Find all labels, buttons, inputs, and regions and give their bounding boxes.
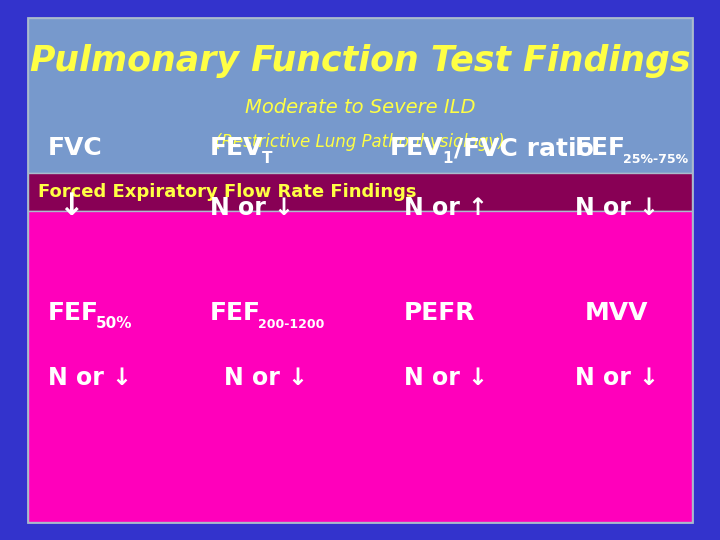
Text: ↓: ↓ [58,192,84,221]
Text: MVV: MVV [585,301,649,325]
Text: FEF: FEF [48,301,99,325]
Text: 200-1200: 200-1200 [258,318,325,331]
Text: FEV: FEV [390,136,444,160]
Text: Moderate to Severe ILD: Moderate to Severe ILD [245,98,475,117]
Text: N or ↓: N or ↓ [575,196,659,220]
Text: (Restrictive Lung Pathophysiology): (Restrictive Lung Pathophysiology) [215,133,505,151]
Text: Pulmonary Function Test Findings: Pulmonary Function Test Findings [30,44,690,78]
Text: 25%-75%: 25%-75% [623,153,688,166]
Text: Forced Expiratory Flow Rate Findings: Forced Expiratory Flow Rate Findings [38,183,416,201]
Text: N or ↓: N or ↓ [575,366,659,390]
Text: PEFR: PEFR [404,301,475,325]
Text: N or ↓: N or ↓ [404,366,488,390]
FancyBboxPatch shape [28,173,692,211]
Text: N or ↓: N or ↓ [224,366,308,390]
Text: T: T [262,151,272,166]
FancyBboxPatch shape [28,18,692,522]
Text: FEV: FEV [210,136,264,160]
Text: N or ↑: N or ↑ [404,196,488,220]
Text: FEF: FEF [210,301,261,325]
FancyBboxPatch shape [28,18,692,173]
Text: N or ↓: N or ↓ [48,366,132,390]
FancyBboxPatch shape [28,211,692,522]
Text: 50%: 50% [96,316,132,331]
Text: /FVC ratio: /FVC ratio [454,136,594,160]
Text: FVC: FVC [48,136,103,160]
Text: 1: 1 [442,151,452,166]
Text: FEF: FEF [575,136,626,160]
Text: N or ↓: N or ↓ [210,196,294,220]
